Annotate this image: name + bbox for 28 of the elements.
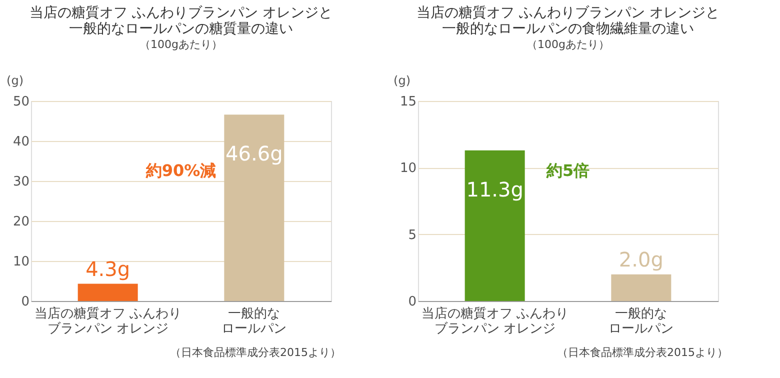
y-axis-title: (g) xyxy=(394,74,410,88)
y-tick-label: 40 xyxy=(12,134,30,150)
y-axis-title: (g) xyxy=(6,74,24,88)
text: （日本食品標準成分表2015より） xyxy=(170,346,341,359)
y-tick-label: 15 xyxy=(400,94,416,110)
y-tick-label: 30 xyxy=(12,174,30,190)
chart-subtitle: （100gあたり） xyxy=(140,38,222,51)
y-tick-label: 20 xyxy=(12,214,30,230)
data-label: 4.3g xyxy=(86,256,130,281)
y-tick-label: 0 xyxy=(408,294,416,310)
x-tick-label: 当店の糖質オフ ふんわりブランパン オレンジ xyxy=(34,306,182,336)
y-tick-label: 10 xyxy=(12,254,30,270)
chart-subtitle: （100gあたり） xyxy=(526,38,610,51)
y-tick-label: 5 xyxy=(408,228,416,243)
x-tick-label: 一般的なロールパン xyxy=(222,306,287,336)
y-tick-label: 10 xyxy=(400,161,416,176)
text: （日本食品標準成分表2015より） xyxy=(557,346,728,359)
data-label: 11.3g xyxy=(466,177,524,202)
y-tick-label: 50 xyxy=(12,94,30,110)
data-label: 2.0g xyxy=(618,247,664,272)
data-label: 46.6g xyxy=(226,142,283,166)
y-tick-label: 0 xyxy=(21,294,30,310)
x-tick-label: 一般的なロールパン xyxy=(608,306,674,336)
annotation: 約90%減 xyxy=(144,161,216,180)
x-tick-label: 当店の糖質オフ ふんわりブランパン オレンジ xyxy=(421,306,568,336)
annotation: 約5倍 xyxy=(545,161,590,180)
chart-title: 当店の糖質オフ ふんわりブランパン オレンジと一般的なロールパンの食物繊維量の違い xyxy=(416,5,720,37)
chart-title: 当店の糖質オフ ふんわりブランパン オレンジと一般的なロールパンの糖質量の違い xyxy=(30,5,332,37)
